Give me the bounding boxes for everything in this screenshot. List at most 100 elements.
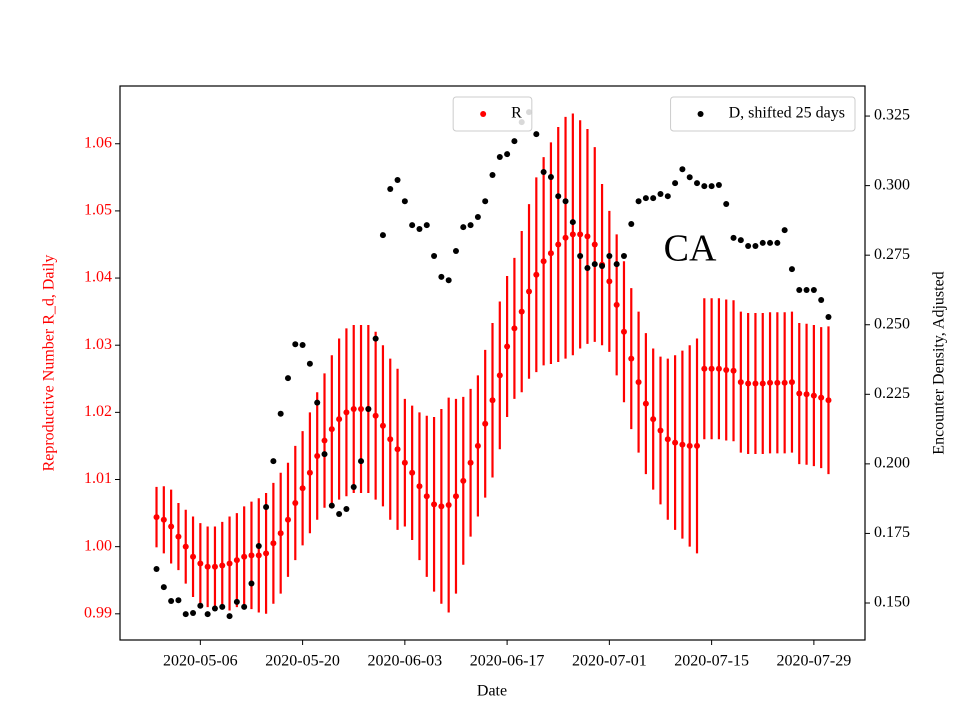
data-point	[679, 166, 686, 173]
data-point	[540, 258, 547, 265]
data-point	[277, 530, 284, 537]
data-point	[394, 446, 401, 453]
data-point	[452, 493, 459, 500]
data-point	[270, 458, 277, 465]
data-point	[153, 514, 160, 521]
data-point	[767, 239, 774, 246]
data-point	[401, 198, 408, 205]
data-point	[175, 533, 182, 540]
data-point	[182, 611, 189, 618]
data-point	[467, 222, 474, 229]
data-point	[591, 261, 598, 268]
data-point	[533, 131, 540, 138]
data-point	[694, 442, 701, 449]
data-point	[679, 441, 686, 448]
y2-tick-label: 0.225	[874, 385, 910, 402]
data-point	[160, 584, 167, 591]
data-point	[504, 343, 511, 350]
data-point	[686, 174, 693, 181]
data-point	[715, 182, 722, 189]
data-point	[467, 459, 474, 466]
data-point	[511, 138, 518, 145]
data-point	[555, 193, 562, 200]
data-point	[284, 375, 291, 382]
data-point	[489, 397, 496, 404]
data-point	[526, 288, 533, 295]
y-axis-label: Reproductive Number R_d, Daily	[41, 255, 58, 472]
data-point	[292, 341, 299, 348]
data-point	[372, 335, 379, 342]
data-point	[759, 239, 766, 246]
data-point	[168, 523, 175, 530]
data-point	[284, 516, 291, 523]
x-tick-label: 2020-07-29	[777, 653, 852, 670]
data-point	[672, 439, 679, 446]
data-point	[694, 180, 701, 187]
data-point	[175, 597, 182, 604]
data-point	[241, 603, 248, 610]
x-tick-label: 2020-05-20	[265, 653, 340, 670]
legend-marker	[480, 111, 487, 117]
data-point	[606, 278, 613, 285]
data-point	[168, 598, 175, 605]
legend-box	[670, 96, 856, 132]
data-point	[730, 234, 737, 241]
data-point	[496, 372, 503, 379]
data-point	[190, 553, 197, 560]
data-point	[299, 342, 306, 349]
data-point	[365, 406, 372, 413]
data-point	[511, 325, 518, 332]
x-tick-label: 2020-07-15	[674, 653, 749, 670]
data-point	[650, 195, 657, 202]
data-point	[489, 172, 496, 179]
data-point	[372, 412, 379, 419]
data-point	[803, 286, 810, 293]
data-point	[533, 271, 540, 278]
data-point	[204, 563, 211, 570]
data-point	[343, 505, 350, 512]
data-point	[445, 277, 452, 284]
y2-tick-label: 0.150	[874, 594, 910, 611]
data-point	[650, 416, 657, 423]
data-point	[562, 234, 569, 241]
data-point	[606, 253, 613, 260]
data-point	[774, 379, 781, 386]
legend-marker	[697, 111, 704, 117]
data-point	[569, 219, 576, 226]
data-point	[423, 222, 430, 229]
data-point	[482, 198, 489, 205]
data-point	[328, 426, 335, 433]
data-point	[686, 442, 693, 449]
data-point	[394, 177, 401, 184]
data-point	[745, 380, 752, 387]
x-tick-label: 2020-06-03	[368, 653, 443, 670]
data-point	[781, 227, 788, 234]
data-point	[796, 390, 803, 397]
data-point	[715, 365, 722, 372]
y2-axis-label: Encounter Density, Adjusted	[931, 271, 948, 454]
data-point	[438, 503, 445, 510]
data-point	[657, 427, 664, 434]
data-point	[664, 436, 671, 443]
data-point	[431, 253, 438, 260]
data-point	[577, 253, 584, 260]
data-point	[664, 193, 671, 200]
data-point	[306, 469, 313, 476]
data-point	[723, 367, 730, 374]
data-point	[299, 485, 306, 492]
data-point	[818, 296, 825, 303]
data-point	[701, 183, 708, 190]
data-point	[255, 542, 262, 549]
data-point	[336, 510, 343, 517]
y2-tick-label: 0.325	[874, 107, 910, 124]
data-point	[701, 365, 708, 372]
data-point	[241, 553, 248, 560]
data-point	[642, 195, 649, 202]
data-point	[591, 241, 598, 248]
data-point	[620, 253, 627, 260]
data-point	[613, 261, 620, 268]
data-point	[547, 250, 554, 257]
data-point	[409, 222, 416, 229]
data-point	[474, 214, 481, 221]
data-point	[336, 416, 343, 423]
